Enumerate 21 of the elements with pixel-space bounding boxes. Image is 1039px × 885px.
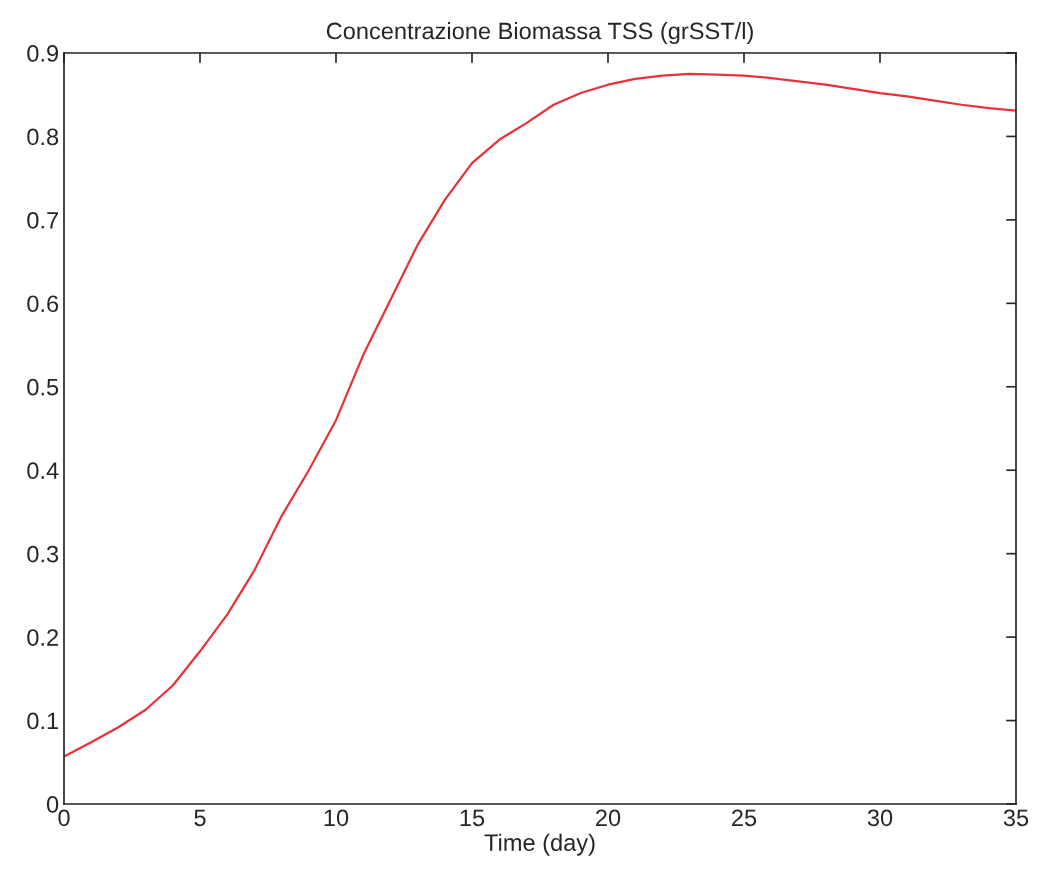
y-tick-label: 0.8: [27, 128, 59, 146]
y-tick-label: 0.3: [27, 545, 59, 563]
chart-title: Concentrazione Biomassa TSS (grSST/l): [326, 22, 753, 45]
x-tick-label: 5: [194, 809, 206, 827]
line-series: [64, 72, 1016, 758]
x-tick-label: 10: [324, 809, 349, 827]
y-tick-label: 0.2: [27, 629, 58, 646]
y-tick-label: 0.4: [27, 462, 59, 480]
y-tick-label: 0: [46, 796, 59, 813]
y-tick-label: 0.5: [27, 378, 59, 396]
y-tick-label: 0.6: [27, 295, 59, 313]
x-tick-label: 25: [732, 809, 757, 827]
y-tick-label: 0.7: [27, 211, 58, 229]
x-tick-label: 20: [596, 809, 621, 827]
x-tick-label: 35: [1003, 809, 1029, 827]
y-tick-label: 0.9: [27, 45, 59, 62]
x-tick-label: 15: [460, 809, 485, 827]
x-tick-label: 30: [867, 809, 893, 827]
y-tick-label: 0.1: [27, 712, 58, 730]
x-tick-label: 0: [58, 809, 70, 827]
x-axis-title: Time (day): [484, 833, 595, 856]
